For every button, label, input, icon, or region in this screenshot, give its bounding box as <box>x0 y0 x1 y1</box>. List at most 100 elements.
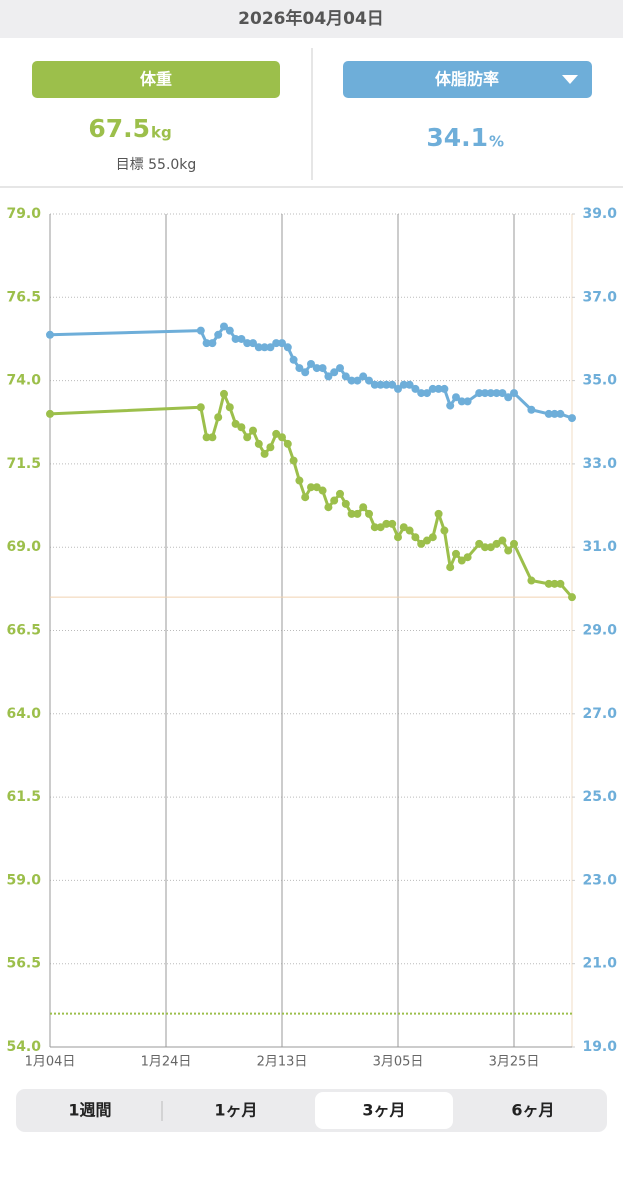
y2-tick-label: 35.0 <box>582 373 617 389</box>
data-point <box>388 519 397 528</box>
data-point <box>486 389 495 398</box>
data-point <box>428 533 437 542</box>
fat-unit: % <box>489 133 504 151</box>
y2-tick-label: 33.0 <box>582 456 617 472</box>
data-point <box>556 579 565 588</box>
series-line <box>49 324 573 420</box>
y2-tick-label: 29.0 <box>582 623 617 639</box>
y-tick-label: 76.5 <box>6 289 41 305</box>
data-point <box>527 405 536 414</box>
x-tick-label: 3月05日 <box>373 1055 424 1070</box>
data-point <box>336 364 344 373</box>
data-point <box>341 499 350 508</box>
fat-button[interactable] <box>343 61 592 98</box>
data-point <box>411 384 420 393</box>
dropdown-icon <box>562 75 578 84</box>
data-point <box>504 546 513 555</box>
range-tab[interactable]: 6ヶ月 <box>511 1101 554 1120</box>
data-point <box>411 533 420 542</box>
y-tick-label: 71.5 <box>6 456 41 472</box>
y-tick-label: 79.0 <box>6 206 41 222</box>
y2-tick-label: 39.0 <box>582 206 617 222</box>
data-point <box>231 334 240 343</box>
data-point <box>214 330 223 339</box>
date-bar <box>0 0 623 38</box>
data-point <box>231 419 240 428</box>
data-point <box>365 509 373 518</box>
data-point <box>457 556 466 565</box>
data-point <box>353 509 362 518</box>
data-point <box>510 389 518 398</box>
range-tab[interactable]: 1週間 <box>68 1101 111 1120</box>
data-point <box>550 579 559 588</box>
weight-goal: 目標 55.0kg <box>116 157 197 173</box>
data-point <box>434 509 443 518</box>
fat-button-label: 体脂肪率 <box>435 70 499 89</box>
data-point <box>324 372 333 381</box>
data-point <box>475 389 484 398</box>
data-point <box>434 384 443 393</box>
data-point <box>446 401 455 410</box>
data-point <box>544 579 553 588</box>
data-point <box>295 364 304 373</box>
data-point <box>353 376 362 385</box>
data-point <box>376 523 385 532</box>
data-point <box>312 483 321 492</box>
y-tick-label: 59.0 <box>6 872 41 888</box>
data-point <box>498 536 507 545</box>
data-point <box>568 593 576 602</box>
data-point <box>249 339 257 348</box>
selected-tab <box>315 1092 453 1129</box>
data-point <box>492 539 501 548</box>
data-point <box>452 549 460 558</box>
data-point <box>254 439 263 448</box>
data-point <box>260 449 269 458</box>
weight-button-label: 体重 <box>140 70 172 89</box>
data-point <box>365 376 373 385</box>
range-tabs <box>16 1089 607 1132</box>
data-point <box>295 476 304 485</box>
y2-tick-label: 31.0 <box>582 539 617 555</box>
data-point <box>347 376 356 385</box>
date: 2026年04月04日 <box>238 8 384 29</box>
data-point <box>382 519 391 528</box>
data-point <box>417 539 426 548</box>
data-point <box>307 359 315 368</box>
data-point <box>214 413 223 422</box>
data-point <box>283 343 292 352</box>
data-point <box>440 384 449 393</box>
plot <box>46 322 576 602</box>
data-point <box>568 414 576 423</box>
data-point <box>220 389 228 398</box>
y2-tick-label: 23.0 <box>582 872 617 888</box>
data-point <box>376 380 385 389</box>
data-point <box>278 433 286 442</box>
data-point <box>370 523 379 532</box>
data-point <box>208 433 217 442</box>
data-point <box>225 403 234 412</box>
data-point <box>46 409 54 418</box>
y2-tick-label: 27.0 <box>582 706 617 722</box>
data-point <box>318 486 327 495</box>
data-point <box>237 334 246 343</box>
data-point <box>225 326 234 335</box>
y-tick-label: 74.0 <box>6 373 41 389</box>
data-point <box>336 489 344 498</box>
data-point <box>498 389 507 398</box>
data-point <box>399 380 408 389</box>
range-tab[interactable]: 1ヶ月 <box>214 1101 257 1120</box>
data-point <box>330 368 339 377</box>
data-point <box>330 496 339 505</box>
data-point <box>394 384 402 393</box>
data-point <box>266 343 275 352</box>
data-point <box>272 429 281 438</box>
data-point <box>440 526 449 535</box>
data-point <box>544 409 553 418</box>
y-tick-label: 54.0 <box>6 1039 41 1055</box>
y2-tick-label: 37.0 <box>582 289 617 305</box>
range-tab[interactable]: 3ヶ月 <box>362 1101 405 1120</box>
weight-button[interactable] <box>32 61 280 98</box>
data-point <box>463 397 472 406</box>
